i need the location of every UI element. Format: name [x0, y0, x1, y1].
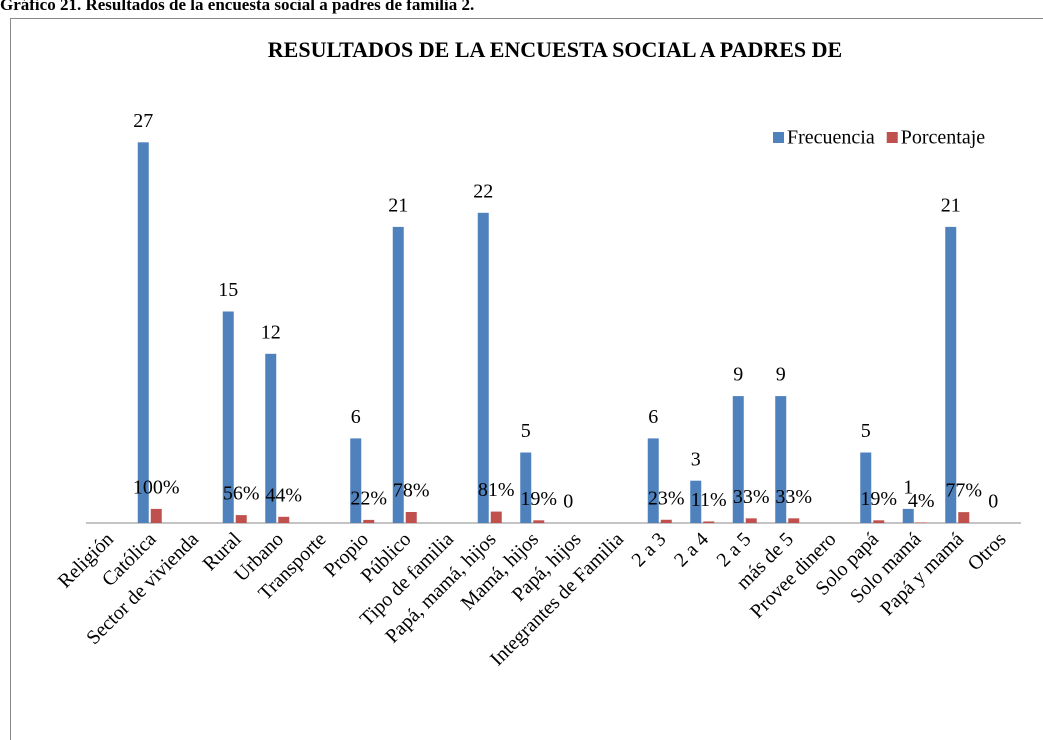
- data-label: 5: [521, 420, 531, 442]
- data-label: 21: [941, 194, 961, 216]
- bar: [137, 142, 149, 524]
- bar: [520, 452, 532, 523]
- caption: Gráfico 21. Resultados de la encuesta so…: [0, 0, 474, 14]
- bar: [958, 512, 970, 523]
- data-label: 11%: [691, 489, 727, 511]
- data-label: 0: [988, 491, 998, 513]
- bar: [405, 512, 417, 523]
- bar: [915, 522, 927, 523]
- bar: [703, 521, 715, 523]
- data-label: 21: [388, 194, 408, 216]
- x-tick-label: 2 a 3: [627, 528, 670, 571]
- data-label: 100%: [133, 476, 180, 498]
- data-label: 6: [351, 406, 361, 428]
- legend-swatch: [886, 132, 898, 143]
- data-label: 22%: [350, 487, 387, 509]
- bar: [745, 518, 757, 523]
- legend-swatch: [773, 132, 784, 143]
- bar: [860, 452, 872, 523]
- data-label: 44%: [265, 484, 302, 506]
- bar: [788, 518, 800, 523]
- data-label: 33%: [775, 486, 812, 508]
- data-label: 15: [218, 279, 238, 301]
- data-label: 6: [648, 406, 658, 428]
- bar: [363, 519, 375, 523]
- bar: [945, 226, 957, 523]
- data-label: 27: [133, 110, 153, 132]
- bar: [392, 226, 404, 523]
- data-label: 19%: [860, 488, 897, 510]
- bar: [150, 508, 162, 523]
- bar: [902, 508, 914, 523]
- data-label: 0: [563, 491, 573, 513]
- bar: [235, 515, 247, 523]
- chart-frame: [10, 18, 1043, 740]
- data-label: 81%: [478, 479, 515, 501]
- data-label: 56%: [223, 483, 260, 505]
- bar: [477, 212, 489, 524]
- data-label: 1: [903, 476, 913, 498]
- bar: [490, 511, 502, 523]
- data-label: 12: [261, 321, 281, 343]
- data-label: 22: [473, 180, 493, 202]
- data-label: 19%: [520, 488, 557, 510]
- x-tick-label: 2 a 4: [670, 528, 713, 571]
- data-label: 77%: [945, 480, 982, 502]
- bar: [278, 516, 290, 523]
- x-tick-label: Otros: [964, 528, 1011, 575]
- bar: [265, 353, 277, 523]
- data-label: 78%: [393, 480, 430, 502]
- bar: [660, 519, 672, 523]
- data-label: 9: [733, 364, 743, 386]
- bar: [222, 311, 234, 523]
- data-label: 9: [776, 364, 786, 386]
- data-label: 33%: [733, 486, 770, 508]
- legend-label: Frecuencia: [787, 127, 875, 149]
- bar: [533, 520, 545, 523]
- data-label: 4%: [908, 490, 935, 512]
- bar: [775, 396, 787, 523]
- data-label: 3: [691, 448, 701, 470]
- bar: [647, 438, 659, 523]
- bar: [690, 480, 702, 523]
- legend-label: Porcentaje: [901, 127, 986, 149]
- data-label: 5: [861, 420, 871, 442]
- bar: [732, 396, 744, 523]
- chart-title: RESULTADOS DE LA ENCUESTA SOCIAL A PADRE…: [268, 37, 842, 62]
- bar: [350, 438, 362, 523]
- bar: [873, 520, 885, 523]
- data-label: 23%: [648, 487, 685, 509]
